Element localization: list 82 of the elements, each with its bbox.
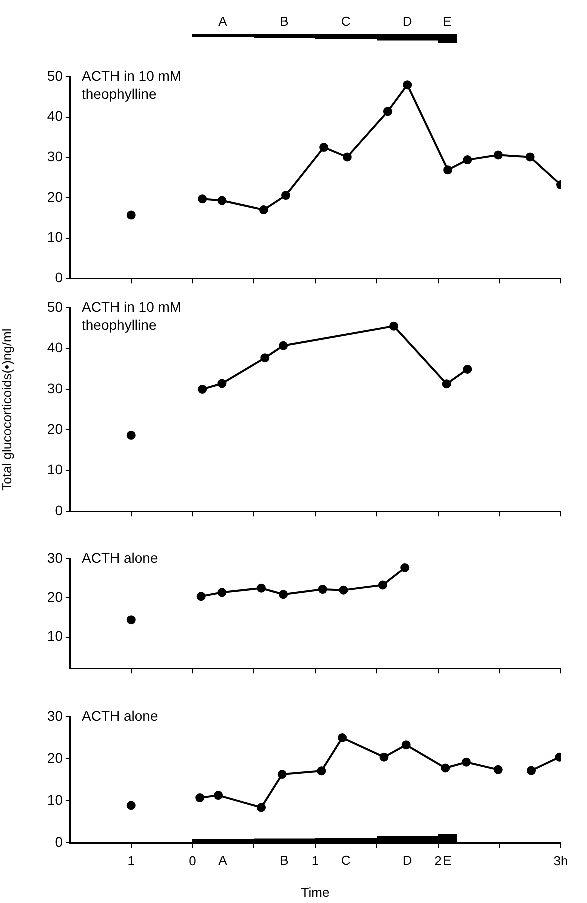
chart-title: ACTH alone [82,708,158,724]
point [494,765,503,774]
point [126,210,136,220]
y-tick-label: 30 [47,708,64,724]
point [317,766,326,776]
x-tick-label: 1 [128,853,135,868]
y-tick-label: 0 [55,502,64,518]
chart-title: ACTH in 10 mM theophylline [82,68,182,102]
chart-title: ACTH in 10 mM theophylline [82,298,182,333]
point [380,752,389,762]
text: B [280,853,289,868]
y-tick-label: 50 [47,298,64,315]
point [278,770,287,780]
point [338,734,348,742]
y-tick-label: 10 [47,462,64,478]
y-tick-label: 0 [55,269,64,286]
point [400,564,410,573]
point [390,322,399,331]
text: D [402,853,412,868]
y-tick-label: 50 [47,68,64,84]
point [403,80,412,90]
y-tick-label: 20 [47,750,64,766]
y-tick-label: 30 [47,550,64,566]
text: A [218,853,228,868]
point [442,380,452,389]
x-tick-label: 0 [189,853,196,868]
y-axis-title: Total glucocorticoids(•)ng/ml [0,328,14,491]
y-tick-label: 20 [47,188,64,205]
point [126,430,136,440]
text: E [443,14,452,30]
point [320,143,329,152]
point [260,354,270,363]
text: B [280,14,289,30]
text: D [402,14,412,30]
y-tick-label: 30 [47,148,64,164]
point [402,740,411,750]
point [126,616,136,625]
point [218,196,227,206]
point [526,152,535,162]
x-tick-label: 2 [434,853,442,868]
point [444,166,453,175]
point [383,107,392,116]
text: C [341,14,351,30]
point [196,794,205,803]
y-tick-label: 20 [47,421,64,438]
point [196,592,206,602]
point [378,580,388,590]
text: A [218,14,228,30]
y-tick-label: 10 [47,792,64,808]
point [339,586,348,595]
x-tick-label: 3h [554,853,568,868]
point [494,150,503,160]
point [218,379,227,388]
x-axis-title: Time [301,884,330,900]
point [441,764,450,773]
text: C [341,853,351,868]
y-tick-label: 40 [47,340,64,356]
point [318,585,328,594]
point [198,194,208,204]
point [463,364,472,374]
point [279,341,288,350]
point [214,791,224,800]
y-tick-label: 20 [47,589,64,605]
point [463,156,472,165]
y-tick-label: 0 [55,834,64,850]
text: E [443,853,452,868]
point [279,590,288,600]
point [256,584,266,593]
y-tick-label: 10 [47,628,64,644]
x-tick-label: 1 [312,853,320,868]
point [198,384,208,394]
point [282,191,291,200]
point [256,803,266,812]
point [342,152,352,162]
y-tick-label: 30 [47,380,64,396]
point [126,801,136,810]
chart-title: ACTH alone [82,550,158,566]
point [462,758,471,767]
point [218,588,227,598]
y-tick-label: 10 [47,229,64,246]
y-tick-label: 40 [47,108,64,124]
point [259,206,268,215]
